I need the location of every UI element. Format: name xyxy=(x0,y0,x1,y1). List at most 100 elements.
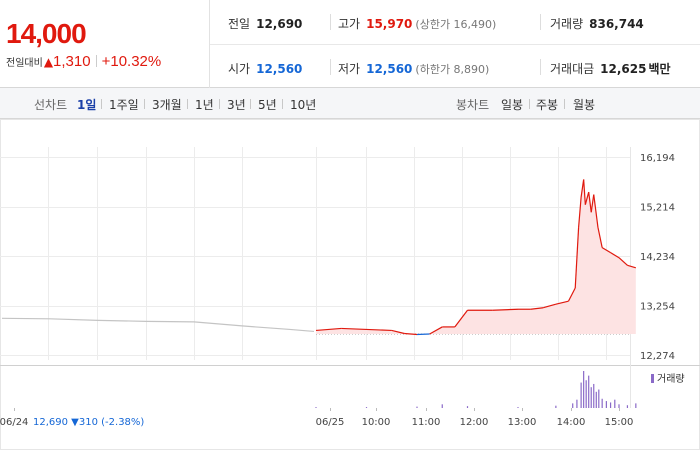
volume-value: 836,744 xyxy=(589,17,644,31)
volume-bar xyxy=(614,399,616,408)
divider xyxy=(540,14,541,30)
tab-daily-candle[interactable]: 일봉 xyxy=(501,98,524,112)
high-label: 고가 xyxy=(338,17,361,31)
open-stat: 시가 12,560 xyxy=(228,60,302,77)
price-line-segment xyxy=(627,264,637,269)
volume-bar xyxy=(595,391,597,408)
high-value: 15,970 xyxy=(366,17,413,31)
x-tick-label: 06/25 xyxy=(316,417,345,428)
x-tick-label: 06/24 xyxy=(0,417,28,428)
volume-legend-label: 거래량 xyxy=(657,373,685,385)
prev-close-stat: 전일 12,690 xyxy=(228,15,302,32)
tab-1day[interactable]: 1일 xyxy=(77,98,97,112)
volume-bar xyxy=(635,403,637,408)
price-line-segment xyxy=(404,332,418,336)
volume-bar xyxy=(315,407,317,408)
volume-chart: 거래량 xyxy=(315,371,685,408)
volume-bar xyxy=(576,399,578,408)
change-value: 1,310 xyxy=(53,53,91,70)
price-line-segment xyxy=(530,307,544,310)
x-tick-label: 14:00 xyxy=(557,417,586,428)
divider xyxy=(250,99,251,109)
down-arrow-icon: ▼ xyxy=(71,417,79,428)
up-arrow-icon: ▲ xyxy=(43,55,54,69)
x-tick-label: 12:00 xyxy=(460,417,489,428)
volume-bar xyxy=(590,387,592,408)
chart-grid xyxy=(0,119,700,450)
y-tick-label: 12,274 xyxy=(640,351,675,362)
tab-3months[interactable]: 3개월 xyxy=(152,98,182,112)
prev-close-value: 12,690 xyxy=(256,17,303,31)
low-value: 12,560 xyxy=(366,62,413,76)
y-tick-label: 15,214 xyxy=(640,203,675,214)
current-price: 14,000 xyxy=(6,18,87,49)
open-label: 시가 xyxy=(228,62,251,76)
open-value: 12,560 xyxy=(256,62,303,76)
price-line-segment xyxy=(590,194,595,213)
low-stat: 저가 12,560 (하한가 8,890) xyxy=(338,60,489,77)
tab-weekly-candle[interactable]: 주봉 xyxy=(536,98,559,112)
trade-value-stat: 거래대금 12,625 백만 xyxy=(550,60,671,77)
x-tick-label: 15:00 xyxy=(605,417,634,428)
y-tick-label: 16,194 xyxy=(640,153,675,164)
change-percent: +10.32% xyxy=(101,53,162,70)
divider xyxy=(564,99,565,109)
volume-bar xyxy=(626,405,629,408)
price-line-segment xyxy=(567,287,576,302)
divider xyxy=(144,99,145,109)
volume-legend-swatch xyxy=(651,374,654,383)
volume-bar xyxy=(585,380,587,408)
y-tick-label: 13,254 xyxy=(640,302,675,313)
intraday-price-chart[interactable]: 16,194 15,214 14,234 13,254 12,274 거래량 06/24… xyxy=(0,119,700,450)
current-price-box: 14,000 전일대비▲1,310 +10.32% xyxy=(0,0,210,88)
price-line-segment xyxy=(416,333,430,336)
price-line-segment xyxy=(578,197,582,228)
candle-chart-label: 봉차트 xyxy=(456,98,490,112)
time-axis: 06/24 06/25 10:00 11:00 12:00 13:00 14:00 15:00… xyxy=(0,408,633,428)
price-line-segment xyxy=(610,252,620,259)
prev-day-change: 310 xyxy=(79,417,101,428)
tab-1week[interactable]: 1주일 xyxy=(109,98,139,112)
volume-bar xyxy=(441,404,443,408)
divider xyxy=(330,14,331,30)
line-chart-label: 선차트 xyxy=(34,98,68,112)
trade-value-unit: 백만 xyxy=(648,62,671,76)
price-line-segment xyxy=(341,327,367,331)
volume-bar xyxy=(605,401,607,408)
stock-summary: 14,000 전일대비▲1,310 +10.32% 전일 12,690 고가 15,9… xyxy=(0,0,700,88)
volume-bar xyxy=(572,403,574,408)
price-line-segment xyxy=(583,179,586,205)
price-line-segment xyxy=(543,303,557,309)
y-tick-label: 14,234 xyxy=(640,252,675,263)
price-line-segment xyxy=(601,247,611,254)
price-line-segment xyxy=(580,179,585,198)
up-area-fill xyxy=(316,179,636,335)
high-stat: 고가 15,970 (상한가 16,490) xyxy=(338,15,496,32)
tab-3years[interactable]: 3년 xyxy=(227,98,246,112)
prev-day-change-pct: (-2.38%) xyxy=(101,417,144,428)
volume-bar xyxy=(618,404,620,408)
prev-day-close: 12,690 xyxy=(33,417,71,428)
volume-bar xyxy=(416,406,418,408)
volume-bar xyxy=(583,371,585,408)
volume-bar xyxy=(580,382,582,408)
price-line-segment xyxy=(555,300,569,305)
price-line-segment xyxy=(584,191,590,205)
prev-day-info: 12,690 ▼310 (-2.38%) xyxy=(33,417,144,428)
tab-5years[interactable]: 5년 xyxy=(258,98,277,112)
upper-limit: (상한가 16,490) xyxy=(415,18,497,31)
tab-1year[interactable]: 1년 xyxy=(195,98,214,112)
x-tick-label: 11:00 xyxy=(412,417,441,428)
price-line-segment xyxy=(618,257,628,266)
price-line-segment xyxy=(429,326,443,335)
volume-bar xyxy=(598,389,600,408)
volume-bar xyxy=(588,375,590,408)
prev-close-label: 전일 xyxy=(228,17,251,31)
tab-10years[interactable]: 10년 xyxy=(290,98,317,112)
divider xyxy=(95,55,97,67)
divider xyxy=(529,99,530,109)
chart-period-tabs: 선차트 1일 1주일 3개월 1년 3년 5년 10년 봉차트 일봉 주봉 월봉 xyxy=(0,88,700,119)
change-label: 전일대비 xyxy=(6,58,43,69)
tab-monthly-candle[interactable]: 월봉 xyxy=(573,98,596,112)
price-axis: 16,194 15,214 14,234 13,254 12,274 xyxy=(640,153,675,362)
